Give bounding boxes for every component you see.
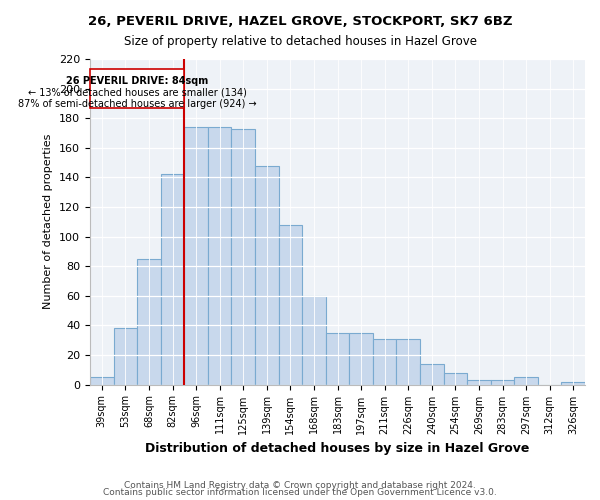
- Y-axis label: Number of detached properties: Number of detached properties: [43, 134, 53, 310]
- Bar: [232, 128, 255, 384]
- Bar: [90, 377, 113, 384]
- Text: ← 13% of detached houses are smaller (134): ← 13% of detached houses are smaller (13…: [28, 87, 247, 97]
- Text: Size of property relative to detached houses in Hazel Grove: Size of property relative to detached ho…: [124, 35, 476, 48]
- FancyBboxPatch shape: [90, 70, 184, 108]
- Bar: [184, 127, 208, 384]
- Text: Contains public sector information licensed under the Open Government Licence v3: Contains public sector information licen…: [103, 488, 497, 497]
- Bar: [326, 333, 349, 384]
- Bar: [397, 338, 420, 384]
- Bar: [161, 174, 184, 384]
- Text: 87% of semi-detached houses are larger (924) →: 87% of semi-detached houses are larger (…: [18, 99, 256, 109]
- Bar: [113, 328, 137, 384]
- Bar: [278, 224, 302, 384]
- X-axis label: Distribution of detached houses by size in Hazel Grove: Distribution of detached houses by size …: [145, 442, 530, 455]
- Bar: [562, 382, 585, 384]
- Bar: [514, 377, 538, 384]
- Bar: [208, 127, 232, 384]
- Bar: [491, 380, 514, 384]
- Bar: [420, 364, 443, 384]
- Text: 26 PEVERIL DRIVE: 84sqm: 26 PEVERIL DRIVE: 84sqm: [66, 76, 208, 86]
- Text: 26, PEVERIL DRIVE, HAZEL GROVE, STOCKPORT, SK7 6BZ: 26, PEVERIL DRIVE, HAZEL GROVE, STOCKPOR…: [88, 15, 512, 28]
- Bar: [255, 166, 278, 384]
- Bar: [373, 338, 397, 384]
- Bar: [443, 372, 467, 384]
- Bar: [349, 333, 373, 384]
- Bar: [467, 380, 491, 384]
- Text: Contains HM Land Registry data © Crown copyright and database right 2024.: Contains HM Land Registry data © Crown c…: [124, 480, 476, 490]
- Bar: [137, 259, 161, 384]
- Bar: [302, 296, 326, 384]
